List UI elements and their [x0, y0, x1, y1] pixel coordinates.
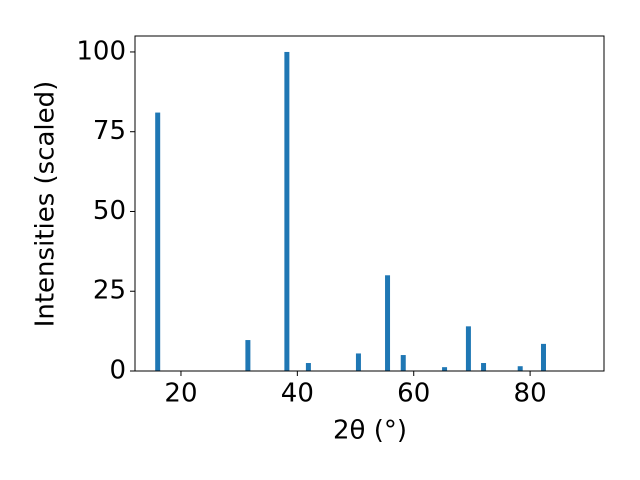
y-tick-label: 75: [93, 116, 126, 146]
x-tick-label: 40: [281, 379, 314, 409]
x-tick-label: 20: [164, 379, 197, 409]
y-tick-label: 0: [109, 356, 126, 386]
x-axis-label: 2θ (°): [333, 416, 407, 446]
y-tick-label: 25: [93, 276, 126, 306]
bar: [245, 340, 251, 371]
y-tick-label: 100: [76, 36, 126, 66]
bar: [540, 343, 546, 371]
bar: [400, 355, 406, 371]
bar: [442, 367, 448, 371]
y-tick-label: 50: [93, 196, 126, 226]
bar: [517, 366, 523, 371]
x-tick-label: 80: [514, 379, 547, 409]
plot-frame: [134, 35, 605, 372]
bar: [465, 326, 471, 371]
bar: [284, 51, 290, 371]
bar: [481, 363, 487, 371]
bar: [355, 353, 361, 371]
bar: [305, 363, 311, 371]
bar: [385, 275, 391, 371]
y-axis-label: Intensities (scaled): [31, 81, 61, 328]
bar: [155, 112, 161, 372]
x-tick-label: 60: [397, 379, 430, 409]
